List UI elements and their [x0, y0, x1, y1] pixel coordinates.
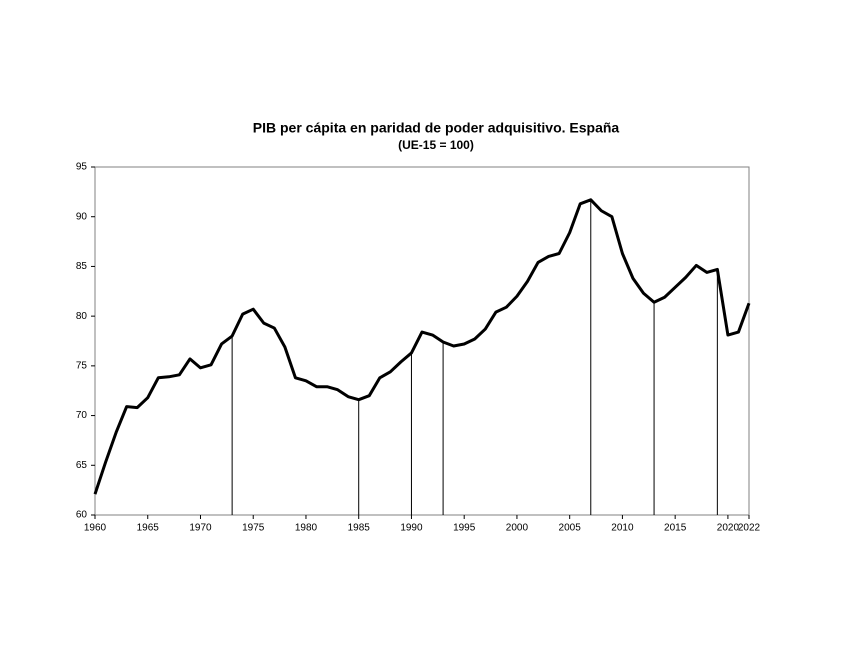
y-tick-label: 75 — [76, 360, 88, 371]
y-tick-label: 85 — [76, 261, 88, 272]
y-tick-label: 90 — [76, 211, 88, 222]
x-tick-label: 2005 — [559, 523, 582, 534]
x-tick-label: 1965 — [137, 523, 160, 534]
y-tick-label: 65 — [76, 460, 88, 471]
y-tick-label: 95 — [76, 162, 88, 173]
x-tick-label: 1990 — [400, 523, 423, 534]
x-tick-label: 1985 — [348, 523, 371, 534]
y-tick-label: 80 — [76, 311, 88, 322]
x-tick-label: 1960 — [84, 523, 107, 534]
x-tick-label: 2022 — [738, 523, 761, 534]
chart-title: PIB per cápita en paridad de poder adqui… — [253, 120, 620, 136]
plot-frame — [94, 166, 750, 516]
x-tick-label: 1980 — [295, 523, 318, 534]
x-tick-label: 2010 — [611, 523, 634, 534]
y-tick-label: 70 — [76, 410, 88, 421]
x-tick-label: 2020 — [717, 523, 740, 534]
x-tick-label: 1970 — [189, 523, 212, 534]
y-tick-label: 60 — [76, 510, 88, 521]
x-tick-label: 1975 — [242, 523, 265, 534]
chart-subtitle: (UE-15 = 100) — [398, 138, 474, 152]
data-line — [93, 198, 751, 495]
x-tick-label: 1995 — [453, 523, 476, 534]
x-tick-label: 2015 — [664, 523, 687, 534]
x-tick-label: 2000 — [506, 523, 529, 534]
